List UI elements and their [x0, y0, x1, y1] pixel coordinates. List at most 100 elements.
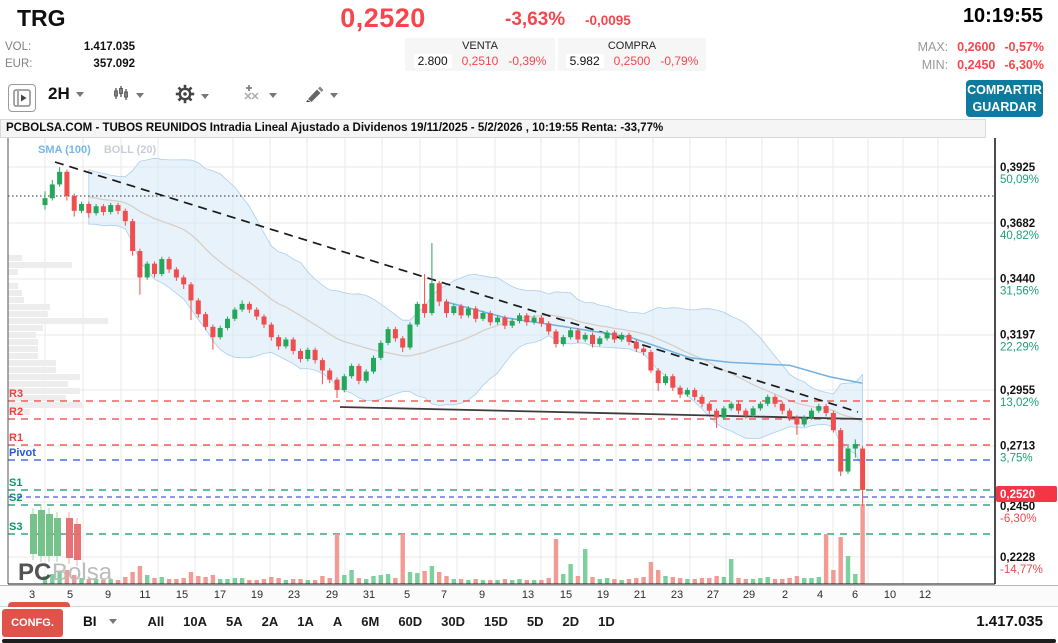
price-axis-percent: -6,30%	[1000, 513, 1036, 525]
chart-toolbar: 2H COMPARTIR	[0, 78, 1058, 119]
date-tick: 13	[521, 589, 535, 601]
date-tick: 31	[362, 589, 376, 601]
date-tick: 5	[403, 589, 411, 601]
range-button-10a[interactable]: 10A	[183, 614, 207, 629]
chart-type-selector[interactable]	[112, 84, 144, 107]
draw-tools-menu[interactable]	[305, 84, 338, 107]
bid-panel: COMPRA 5.982 0,2500 -0,79%	[558, 38, 706, 71]
range-button-6m[interactable]: 6M	[361, 614, 380, 629]
date-tick: 6	[851, 589, 859, 601]
share-save-button[interactable]: COMPARTIR GUARDAR	[966, 80, 1043, 117]
ticker-symbol: TRG	[17, 5, 66, 31]
settings-icon	[175, 84, 195, 109]
range-buttons: All 10A 5A 2A 1A A 6M 60D 30D 15D 5D 2D 1D	[138, 614, 624, 629]
legend-sma[interactable]: SMA (100)	[38, 144, 91, 156]
price-axis-label: 0,2713	[1000, 441, 1035, 453]
watermark-text: PC	[18, 559, 51, 585]
range-indicator[interactable]	[8, 602, 70, 611]
indicators-icon	[243, 84, 263, 107]
config-button[interactable]: CONFG.	[2, 609, 63, 637]
volume-bars-layer	[42, 504, 865, 584]
date-tick: 19	[250, 589, 264, 601]
price-axis-percent: 50,09%	[1000, 174, 1039, 186]
save-label: GUARDAR	[972, 99, 1037, 114]
pivot-label: R2	[9, 406, 23, 418]
range-button-15d[interactable]: 15D	[484, 614, 508, 629]
date-tick: 15	[559, 589, 573, 601]
timeframe-selector[interactable]: 2H	[48, 84, 84, 104]
mode-selector[interactable]: BI	[83, 614, 117, 629]
date-tick: 19	[596, 589, 610, 601]
range-button-2a[interactable]: 2A	[261, 614, 279, 629]
last-price: 0,2520	[340, 3, 426, 33]
panel-toggle-button[interactable]	[8, 84, 36, 112]
date-tick: 12	[918, 589, 932, 601]
total-volume: 1.417.035	[976, 613, 1043, 630]
quote-time: 10:19:55	[962, 5, 1043, 27]
trendline-descending	[54, 161, 859, 413]
min-price: 0,2450	[957, 58, 996, 72]
bid-quantity: 5.982	[565, 54, 604, 68]
range-button-2d[interactable]: 2D	[562, 614, 580, 629]
panel-toggle-icon	[8, 84, 36, 112]
chart-area: SMA (100) BOLL (20) R3 R2 R1 Pivot S1 S2 S3 PC B…	[0, 138, 1058, 586]
date-tick: 7	[440, 589, 448, 601]
indicators-menu[interactable]	[243, 84, 277, 107]
ask-percent: -0,39%	[508, 54, 547, 68]
vol-label: VOL:	[5, 41, 32, 53]
pivot-label: R3	[9, 388, 23, 400]
ask-price: 0,2510	[461, 54, 499, 68]
change-absolute: -0,0095	[585, 13, 631, 28]
range-button-a[interactable]: A	[332, 614, 343, 629]
date-tick: 11	[139, 589, 151, 601]
date-tick: 3	[28, 589, 36, 601]
range-button-60d[interactable]: 60D	[398, 614, 423, 629]
range-button-1a[interactable]: 1A	[297, 614, 314, 629]
date-tick: 17	[213, 589, 227, 601]
bottom-scrollbar[interactable]	[2, 639, 1056, 643]
indicator-legend: SMA (100) BOLL (20)	[38, 144, 156, 156]
date-axis[interactable]: 3 5 9 11 15 17 19 23 29 31 5 7 9 13 15 19 21 23 27 29 2 4 6 10 1…	[0, 585, 1058, 611]
min-percent: -6,30%	[1004, 58, 1044, 72]
share-label: COMPARTIR	[967, 83, 1042, 98]
max-label: MAX:	[917, 40, 949, 54]
pivot-label: R1	[9, 432, 23, 444]
date-tick: 10	[883, 589, 897, 601]
volume-eur-block: VOL: 1.417.035 EUR: 357.092	[5, 41, 135, 75]
max-price: 0,2600	[957, 40, 996, 54]
price-axis-percent: 13,02%	[1000, 397, 1039, 409]
price-axis-percent: 22,29%	[1000, 341, 1039, 353]
price-axis-label: 0,3682	[1000, 218, 1035, 230]
current-price-label: 0,2520	[1000, 489, 1035, 501]
range-button-5a[interactable]: 5A	[225, 614, 243, 629]
range-button-1d[interactable]: 1D	[598, 614, 615, 629]
range-button-all[interactable]: All	[147, 614, 165, 629]
eur-label: EUR:	[5, 58, 33, 70]
range-button-5d[interactable]: 5D	[526, 614, 544, 629]
vol-value: 1.417.035	[83, 41, 135, 53]
candles-layer	[42, 167, 866, 506]
price-axis-percent: -14,77%	[1000, 564, 1043, 576]
bid-title: COMPRA	[607, 40, 657, 52]
settings-menu[interactable]	[175, 84, 209, 109]
chevron-down-icon	[75, 91, 84, 97]
pivot-label: S2	[9, 492, 22, 504]
min-label: MIN:	[921, 58, 949, 72]
chart-type-icon	[112, 84, 130, 107]
date-tick: 23	[670, 589, 684, 601]
date-tick: 9	[478, 589, 486, 601]
chevron-down-icon	[108, 619, 117, 624]
pivot-label: Pivot	[9, 447, 36, 459]
price-axis-label: 0,2450	[1000, 501, 1035, 513]
change-percent: -3,63%	[505, 9, 566, 30]
date-tick: 9	[104, 589, 112, 601]
date-tick: 23	[287, 589, 301, 601]
volume-profile-layer	[8, 255, 108, 415]
date-tick: 5	[66, 589, 74, 601]
price-axis-percent: 31,56%	[1000, 286, 1039, 298]
legend-boll[interactable]: BOLL (20)	[103, 144, 157, 156]
range-button-30d[interactable]: 30D	[441, 614, 466, 629]
date-tick: 2	[781, 589, 789, 601]
